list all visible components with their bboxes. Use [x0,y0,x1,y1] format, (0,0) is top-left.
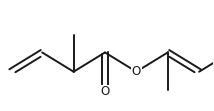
Text: O: O [132,65,141,78]
Text: O: O [100,85,110,98]
